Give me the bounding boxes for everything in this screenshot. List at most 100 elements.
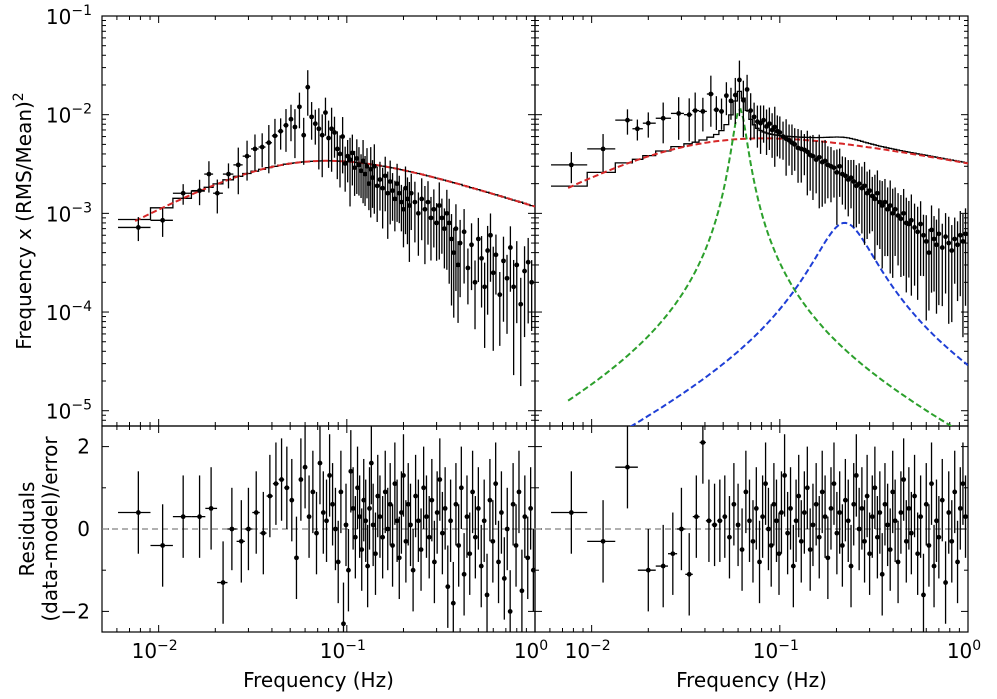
top-right-model-total bbox=[567, 137, 968, 189]
top-left-frame bbox=[101, 15, 536, 427]
bottom-right-residual-point bbox=[700, 440, 706, 445]
bottom-left-residual-point bbox=[453, 501, 459, 507]
bottom-left-xlabel: Frequency (Hz) bbox=[243, 668, 394, 692]
bottom-left-residual-point bbox=[519, 588, 525, 594]
top-right-data-point bbox=[877, 199, 883, 205]
bottom-left-residual-point bbox=[456, 543, 462, 548]
top-right-data-point bbox=[856, 181, 862, 187]
bottom-right-residual-point bbox=[828, 506, 834, 511]
bottom-right-residual-point bbox=[750, 538, 756, 544]
top-left-data-point bbox=[390, 188, 395, 194]
bottom-left-ytick-label: 2 bbox=[77, 435, 90, 459]
top-left-data-point bbox=[345, 153, 351, 159]
top-right-data-point bbox=[708, 91, 714, 97]
bottom-right-residual-point bbox=[785, 530, 791, 536]
top-right-data-point bbox=[946, 240, 952, 246]
bottom-left-residual-point bbox=[352, 534, 358, 540]
bottom-right-residual-point bbox=[766, 526, 771, 532]
top-left-ytick-label: 10−2 bbox=[46, 102, 92, 128]
bottom-right-residual-point bbox=[831, 481, 837, 487]
bottom-right-residual-point bbox=[722, 514, 728, 520]
top-left-ytick-label: 10−3 bbox=[46, 200, 92, 226]
top-left-data-point bbox=[461, 229, 467, 235]
bottom-right-residual-point bbox=[747, 518, 752, 524]
top-left-data-point bbox=[354, 156, 360, 161]
top-right-data-point bbox=[912, 225, 917, 230]
bottom-right-residual-point bbox=[955, 559, 960, 565]
bottom-left-residual-point bbox=[306, 514, 312, 520]
top-right-data-point bbox=[816, 154, 822, 160]
bottom-left-residual-point bbox=[260, 530, 266, 536]
bottom-left-residual-point bbox=[380, 534, 386, 540]
top-left-data-point bbox=[197, 188, 202, 194]
top-left-data-point bbox=[507, 245, 513, 250]
top-right-data-point bbox=[851, 179, 857, 184]
top-right-plot-area bbox=[551, 60, 968, 426]
top-left-data-point bbox=[406, 203, 412, 208]
bottom-left-residual-point bbox=[470, 489, 475, 495]
top-right-data-point bbox=[810, 153, 816, 159]
top-left-ytick-label: 10−1 bbox=[46, 3, 92, 29]
top-left-data-point bbox=[453, 226, 459, 232]
bottom-left-residual-point bbox=[314, 530, 319, 536]
top-right-data-point bbox=[926, 250, 932, 256]
bottom-left-residual-point bbox=[279, 477, 284, 482]
bottom-left-residual-point bbox=[289, 497, 295, 503]
bottom-right-residual-point bbox=[801, 510, 807, 515]
bottom-left-xtick-label: 10−1 bbox=[320, 638, 366, 663]
bottom-right-residual-point bbox=[679, 526, 684, 532]
top-ylabel: Frequency x (RMS/Mean)2 bbox=[11, 92, 36, 349]
bottom-right-residual-point bbox=[936, 534, 942, 540]
bottom-right-residual-point bbox=[825, 555, 831, 561]
top-left-data-point bbox=[259, 144, 265, 150]
top-right-data-point bbox=[772, 124, 778, 130]
bottom-right-residual-point bbox=[686, 571, 692, 577]
top-left-data-point bbox=[497, 292, 503, 298]
bottom-right-residual-point bbox=[793, 518, 799, 524]
top-left-data-point bbox=[419, 196, 425, 202]
bottom-left-residual-point bbox=[418, 547, 424, 552]
top-left-data-point bbox=[428, 215, 434, 221]
top-left-data-point bbox=[226, 171, 231, 177]
top-left-data-point bbox=[235, 162, 241, 168]
bottom-left-residual-point bbox=[426, 534, 432, 540]
top-left-data-point bbox=[309, 114, 315, 120]
bottom-right-residual-point bbox=[862, 538, 867, 544]
top-left-data-point bbox=[340, 134, 346, 139]
top-right-data-point bbox=[934, 242, 939, 248]
top-right-data-point bbox=[822, 158, 828, 164]
bottom-right-residual-point bbox=[774, 518, 779, 524]
bottom-right-residual-point bbox=[600, 538, 606, 544]
bottom-left-residual-point bbox=[405, 501, 411, 507]
top-left-data-point bbox=[514, 262, 520, 268]
bottom-left-residual-point bbox=[478, 563, 484, 569]
top-right-data-point bbox=[686, 112, 692, 118]
top-left-data-point bbox=[332, 130, 337, 135]
bottom-left-residual-point bbox=[267, 493, 273, 499]
bottom-left-residual-point bbox=[363, 518, 369, 524]
bottom-right-residual-point bbox=[645, 567, 651, 573]
top-left-data-point bbox=[396, 190, 402, 196]
top-right-data-point bbox=[892, 206, 898, 212]
bottom-ylabel-line2: (data-model)/error bbox=[38, 436, 62, 622]
top-left-data-point bbox=[504, 275, 510, 281]
bottom-left-xtick-label: 10−2 bbox=[132, 638, 178, 663]
bottom-right-residual-point bbox=[779, 510, 784, 515]
bottom-right-residual-point bbox=[807, 547, 813, 552]
bottom-right-residual-point bbox=[735, 522, 741, 528]
bottom-right-residual-point bbox=[788, 506, 793, 511]
bottom-left-xtick-label: 100 bbox=[514, 638, 548, 663]
data-layer bbox=[102, 60, 968, 632]
bottom-right-residual-point bbox=[798, 538, 804, 544]
bottom-right-residual-point bbox=[757, 559, 762, 565]
bottom-right-residual-point bbox=[739, 547, 745, 552]
top-left-data-point bbox=[252, 146, 258, 152]
bottom-right-xtick-label: 10−2 bbox=[565, 638, 611, 663]
top-left-data-point bbox=[366, 181, 372, 187]
top-left-data-point bbox=[278, 128, 284, 134]
bottom-left-residual-point bbox=[373, 551, 378, 557]
bottom-left-residual-point bbox=[472, 534, 478, 540]
top-right-data-point bbox=[960, 238, 966, 244]
bottom-right-residual-point bbox=[946, 510, 952, 515]
bottom-left-residual-point bbox=[481, 518, 487, 524]
